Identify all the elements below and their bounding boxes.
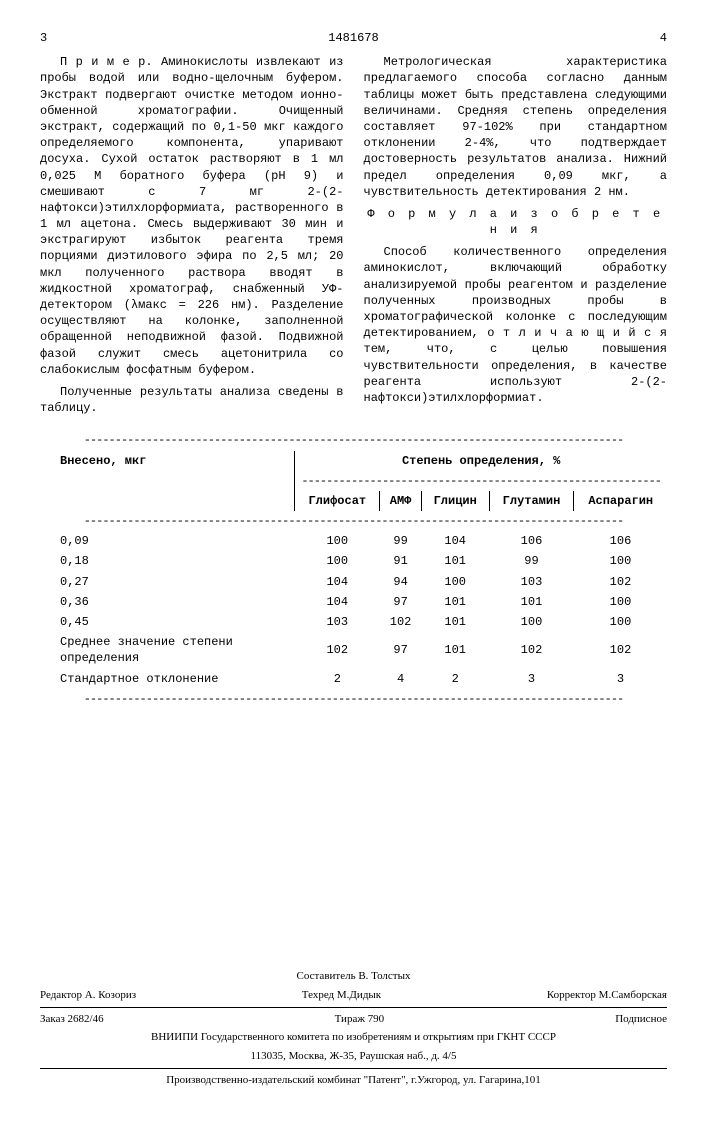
editor: Редактор А. Козориз (40, 988, 136, 1003)
col-1: АМФ (380, 491, 422, 511)
results-table: ----------------------------------------… (40, 430, 667, 709)
col-3: Глутамин (489, 491, 574, 511)
th-left: Внесено, мкг (40, 451, 295, 512)
tech: Техред М.Дидык (302, 988, 381, 1003)
table-row: 0,18 100 91 101 99 100 (40, 551, 667, 571)
table-row: 0,27 104 94 100 103 102 (40, 572, 667, 592)
order: Заказ 2682/46 (40, 1012, 104, 1027)
org: ВНИИПИ Государственного комитета по изоб… (40, 1030, 667, 1045)
addr: 113035, Москва, Ж-35, Раушская наб., д. … (40, 1049, 667, 1064)
left-p1: П р и м е р. Аминокислоты извлекают из п… (40, 54, 344, 378)
right-p2: Способ количественного определения амино… (364, 244, 668, 406)
sub: Подписное (615, 1012, 667, 1027)
table-std-row: Стандартное отклонение 2 4 2 3 3 (40, 669, 667, 689)
col-0: Глифосат (295, 491, 380, 511)
table-row: 0,09 100 99 104 106 106 (40, 531, 667, 551)
col-2: Глицин (421, 491, 489, 511)
page-header: 3 1481678 4 (40, 30, 667, 46)
corrector: Корректор М.Самборская (547, 988, 667, 1003)
th-right: Степень определения, % (295, 451, 667, 471)
body-columns: П р и м е р. Аминокислоты извлекают из п… (40, 54, 667, 422)
table-mean-row: Среднее значение степени определения 102… (40, 632, 667, 668)
table-row: 0,45 103 102 101 100 100 (40, 612, 667, 632)
formula-title: Ф о р м у л а и з о б р е т е н и я (364, 206, 668, 238)
tirazh: Тираж 790 (335, 1012, 385, 1027)
col-4: Аспарагин (574, 491, 667, 511)
page-left: 3 (40, 30, 47, 46)
right-column: Метрологическая характеристика предлагае… (364, 54, 668, 422)
table-row: 0,36 104 97 101 101 100 (40, 592, 667, 612)
right-p1: Метрологическая характеристика предлагае… (364, 54, 668, 200)
prod: Производственно-издательский комбинат "П… (40, 1073, 667, 1088)
left-column: П р и м е р. Аминокислоты извлекают из п… (40, 54, 344, 422)
patent-number: 1481678 (328, 30, 378, 46)
left-p2: Полученные результаты анализа сведены в … (40, 384, 344, 416)
compiler: Составитель В. Толстых (40, 969, 667, 984)
page-right: 4 (660, 30, 667, 46)
footer: Составитель В. Толстых Редактор А. Козор… (40, 969, 667, 1088)
